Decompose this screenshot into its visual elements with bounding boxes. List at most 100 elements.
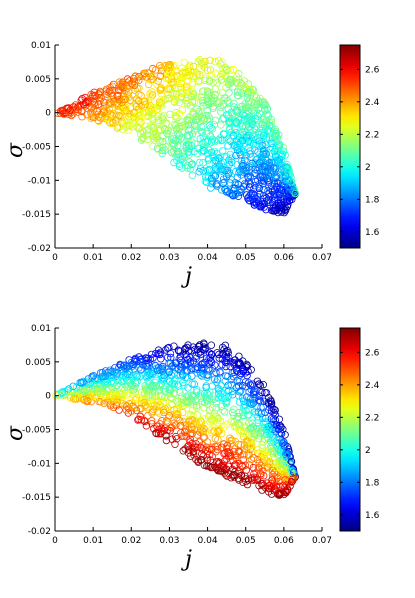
data-point [148,88,156,96]
data-point [144,354,152,363]
colorbar-tick-label: 2.2 [365,413,379,423]
x-tick-label: 0.06 [274,253,294,263]
data-point [160,124,169,132]
data-point [134,416,142,424]
data-point [272,174,280,183]
data-point [282,168,290,176]
data-point [252,93,260,101]
data-point [227,358,235,366]
data-point [165,68,174,77]
data-point [260,430,268,438]
data-point [227,380,235,389]
data-point [234,474,243,482]
data-point [234,368,242,376]
data-point [103,379,112,387]
data-point [268,169,276,178]
data-point [186,358,195,366]
data-point [165,412,173,420]
y-tick-label: -0.01 [28,459,51,469]
data-point [170,419,178,427]
data-point [243,451,251,459]
data-point [163,365,172,373]
data-point [224,353,233,362]
data-point [166,382,174,390]
data-point [95,380,104,388]
data-point [200,142,209,150]
data-point [69,103,78,111]
data-point [76,378,84,387]
data-point [238,165,246,173]
data-point [275,445,283,454]
data-point [193,115,202,123]
data-point [148,382,156,390]
data-point [91,394,99,402]
data-point [216,417,225,425]
data-point [187,93,195,101]
data-point [192,418,200,426]
data-point [215,386,223,394]
data-point [262,414,270,422]
colorbar: 2.6 2.4 2.2 2 1.8 1.6 [339,327,380,532]
data-point [52,392,60,400]
data-point [132,379,140,388]
data-point [210,120,219,129]
data-point [77,96,85,104]
data-point [185,392,193,401]
data-point [205,146,213,154]
data-point [255,159,264,167]
data-point [156,348,165,356]
data-point [115,78,123,86]
data-point [170,120,179,129]
data-point [148,114,156,122]
y-tick-label: -0.015 [22,210,51,220]
data-point [185,410,193,418]
data-point [118,78,127,86]
data-point [247,444,256,452]
data-point [83,100,91,109]
data-point [178,432,186,440]
data-point [100,111,108,119]
data-point [123,391,132,399]
data-point [148,64,157,73]
data-point [197,456,206,464]
data-point [85,394,93,402]
data-point [234,360,243,369]
data-point [193,345,202,354]
data-point [244,379,253,387]
data-point [90,100,98,109]
data-point [144,367,152,375]
data-point [273,449,281,457]
data-point [160,112,168,120]
data-point [291,189,299,198]
data-point [183,99,191,107]
data-point [181,373,189,382]
data-point [221,185,229,193]
data-point [270,206,278,214]
data-point [164,94,172,103]
data-point [113,124,122,132]
data-point [217,186,226,194]
data-point [184,449,193,457]
data-point [276,185,284,193]
data-point [78,112,86,121]
data-point [283,176,292,184]
data-point [261,106,269,114]
data-point [232,118,240,126]
data-point [233,108,242,116]
data-point [248,419,257,427]
data-point [170,406,178,414]
data-point [92,374,100,382]
data-point [273,179,282,187]
data-point [206,456,214,464]
data-point [183,115,191,124]
data-point [139,128,148,136]
data-point [66,109,75,117]
data-point [233,138,242,147]
data-point [156,126,165,134]
data-point [238,128,246,136]
data-point [236,129,244,138]
data-point [199,102,207,110]
data-point [216,369,224,377]
data-point [178,88,186,96]
data-point [141,100,150,109]
